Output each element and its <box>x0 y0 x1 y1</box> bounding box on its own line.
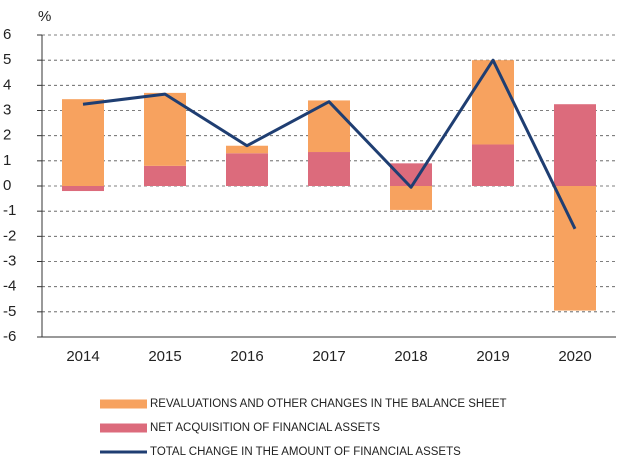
y-tick-label: -4 <box>3 278 16 295</box>
x-tick-label: 2014 <box>66 348 99 365</box>
y-tick-label: 3 <box>3 101 11 118</box>
x-tick-label: 2018 <box>394 348 427 365</box>
y-tick-label: -3 <box>3 252 16 269</box>
line <box>82 58 577 230</box>
x-tick-label: 2017 <box>312 348 345 365</box>
legend: REVALUATIONS AND OTHER CHANGES IN THE BA… <box>100 398 507 458</box>
x-tick-label: 2016 <box>230 348 263 365</box>
x-tick-label: 2019 <box>476 348 509 365</box>
y-tick-label: -1 <box>3 202 16 219</box>
y-tick-label: 5 <box>3 51 11 68</box>
y-tick-label: 0 <box>3 177 11 194</box>
y-tick-label: -2 <box>3 227 16 244</box>
x-tick-label: 2015 <box>148 348 181 365</box>
y-tick-label: -6 <box>3 328 16 345</box>
legend-label: TOTAL CHANGE IN THE AMOUNT OF FINANCIAL … <box>150 446 461 458</box>
bar <box>308 152 350 186</box>
bar <box>226 145 268 154</box>
y-axis-label: % <box>38 8 51 25</box>
bar <box>554 104 596 186</box>
bar <box>62 99 104 186</box>
y-tick-label: 1 <box>3 152 11 169</box>
bar <box>62 186 104 192</box>
legend-label: REVALUATIONS AND OTHER CHANGES IN THE BA… <box>150 398 507 410</box>
bar <box>554 186 596 311</box>
bar <box>226 153 268 186</box>
y-tick-label: 2 <box>3 127 11 144</box>
bar <box>390 186 432 210</box>
bar <box>472 60 514 145</box>
bar <box>144 165 186 186</box>
y-tick-label: 4 <box>3 76 11 93</box>
y-tick-label: 6 <box>3 26 11 43</box>
legend-label: NET ACQUISITION OF FINANCIAL ASSETS <box>150 422 380 434</box>
bar <box>144 92 186 166</box>
y-tick-label: -5 <box>3 303 16 320</box>
bar <box>472 144 514 186</box>
x-tick-label: 2020 <box>558 348 591 365</box>
